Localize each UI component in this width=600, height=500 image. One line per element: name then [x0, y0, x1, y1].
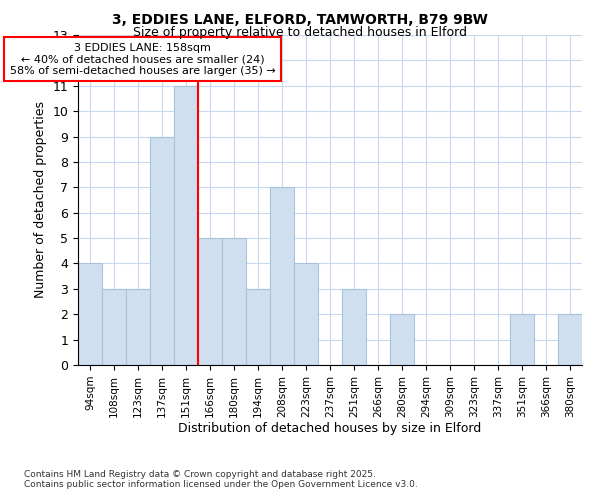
Bar — [198, 238, 222, 365]
Bar — [294, 264, 318, 365]
Bar — [222, 238, 246, 365]
Bar — [246, 289, 270, 365]
Bar — [270, 188, 294, 365]
Bar — [174, 86, 198, 365]
Bar — [102, 289, 126, 365]
Bar — [78, 264, 102, 365]
Text: 3, EDDIES LANE, ELFORD, TAMWORTH, B79 9BW: 3, EDDIES LANE, ELFORD, TAMWORTH, B79 9B… — [112, 12, 488, 26]
Bar — [390, 314, 414, 365]
Text: Size of property relative to detached houses in Elford: Size of property relative to detached ho… — [133, 26, 467, 39]
X-axis label: Distribution of detached houses by size in Elford: Distribution of detached houses by size … — [178, 422, 482, 436]
Text: 3 EDDIES LANE: 158sqm
← 40% of detached houses are smaller (24)
58% of semi-deta: 3 EDDIES LANE: 158sqm ← 40% of detached … — [10, 42, 275, 76]
Bar — [558, 314, 582, 365]
Text: Contains HM Land Registry data © Crown copyright and database right 2025.
Contai: Contains HM Land Registry data © Crown c… — [24, 470, 418, 489]
Y-axis label: Number of detached properties: Number of detached properties — [34, 102, 47, 298]
Bar — [342, 289, 366, 365]
Bar — [510, 314, 534, 365]
Bar — [126, 289, 150, 365]
Bar — [150, 136, 174, 365]
